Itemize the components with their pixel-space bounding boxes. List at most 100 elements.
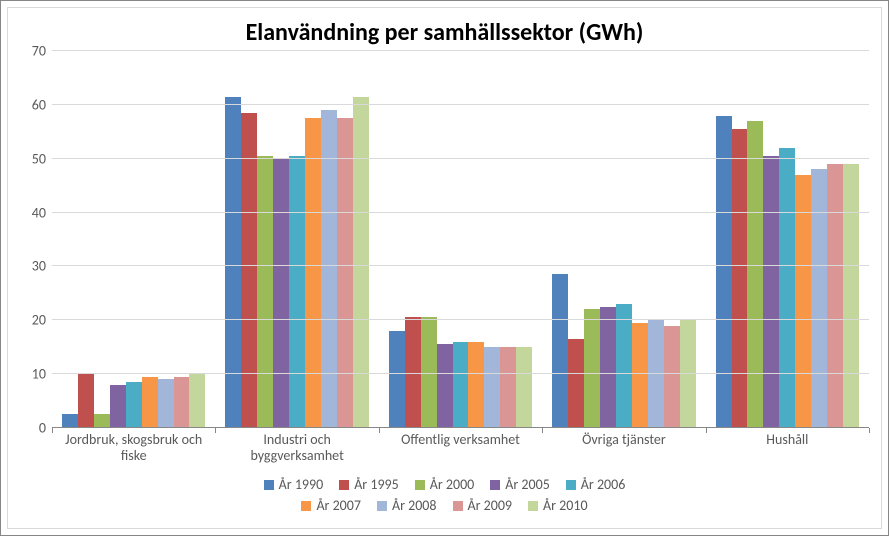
bar <box>732 129 748 428</box>
bar <box>843 164 859 428</box>
bar-group <box>215 51 378 428</box>
bar <box>305 118 321 428</box>
grid-line <box>52 158 869 159</box>
bar <box>174 377 190 428</box>
legend-label: År 2009 <box>468 497 513 514</box>
y-tick-label: 20 <box>32 312 46 329</box>
x-tick-mark <box>542 428 543 433</box>
bar <box>763 156 779 428</box>
legend-swatch <box>528 501 538 511</box>
bar <box>500 347 516 428</box>
bar <box>664 326 680 428</box>
x-tick-mark <box>869 428 870 433</box>
legend-label: År 1995 <box>354 476 399 493</box>
bar <box>716 116 732 428</box>
legend-label: År 2005 <box>505 476 550 493</box>
bar <box>827 164 843 428</box>
x-axis-label: Offentlig verksamhet <box>379 432 542 464</box>
plot-row: 010203040506070 <box>8 51 881 428</box>
bar <box>158 379 174 427</box>
bar <box>811 169 827 427</box>
y-tick-label: 60 <box>32 96 46 113</box>
legend-row: År 1990 År 1995 År 2000 År 2005 År 2006 <box>8 474 881 495</box>
bar <box>241 113 257 428</box>
x-axis-labels: Jordbruk, skogsbruk och fiskeIndustri oc… <box>8 428 881 464</box>
x-tick-mark <box>706 428 707 433</box>
bar <box>189 374 205 428</box>
x-axis-label: Hushåll <box>706 432 869 464</box>
plot-area <box>52 51 869 428</box>
x-axis-label: Industri och byggverksamhet <box>215 432 378 464</box>
bar <box>600 307 616 428</box>
y-tick-label: 40 <box>32 204 46 221</box>
chart-outer-border: Elanvändning per samhällssektor (GWh) 01… <box>0 0 889 536</box>
bar <box>516 347 532 428</box>
bar <box>289 156 305 428</box>
legend-label: År 1990 <box>279 476 324 493</box>
bar <box>632 323 648 428</box>
bar <box>94 414 110 427</box>
bars-container <box>52 51 869 428</box>
legend-label: År 2007 <box>316 497 361 514</box>
legend-item: År 2005 <box>490 476 550 493</box>
bar <box>584 309 600 427</box>
bar <box>453 342 469 428</box>
grid-line <box>52 373 869 374</box>
bar-group <box>379 51 542 428</box>
bar <box>616 304 632 428</box>
bar <box>257 156 273 428</box>
legend-item: År 2008 <box>377 497 437 514</box>
legend-row: År 2007 År 2008 År 2009 År 2010 <box>8 495 881 516</box>
legend-swatch <box>490 480 500 490</box>
y-tick-label: 50 <box>32 150 46 167</box>
x-axis-label: Övriga tjänster <box>542 432 705 464</box>
bar <box>680 320 696 428</box>
bar <box>795 175 811 428</box>
bar <box>110 385 126 428</box>
legend-swatch <box>566 480 576 490</box>
chart-container: Elanvändning per samhällssektor (GWh) 01… <box>7 7 882 529</box>
legend-swatch <box>301 501 311 511</box>
legend-item: År 2009 <box>453 497 513 514</box>
bar <box>142 377 158 428</box>
legend-swatch <box>264 480 274 490</box>
grid-line <box>52 104 869 105</box>
legend: År 1990 År 1995 År 2000 År 2005 År 2006 År 20… <box>8 464 881 528</box>
bar <box>484 347 500 428</box>
grid-line <box>52 265 869 266</box>
bar-group <box>706 51 869 428</box>
legend-swatch <box>339 480 349 490</box>
x-axis-line <box>52 427 869 428</box>
bar <box>126 382 142 428</box>
bar <box>273 159 289 428</box>
legend-swatch <box>453 501 463 511</box>
legend-swatch <box>377 501 387 511</box>
bar <box>568 339 584 428</box>
legend-label: År 2010 <box>543 497 588 514</box>
legend-item: År 2006 <box>566 476 626 493</box>
legend-item: År 2010 <box>528 497 588 514</box>
y-tick-label: 0 <box>39 419 46 436</box>
legend-label: År 2008 <box>392 497 437 514</box>
bar <box>389 331 405 428</box>
y-tick-label: 70 <box>32 43 46 60</box>
bar-group <box>542 51 705 428</box>
legend-item: År 1995 <box>339 476 399 493</box>
bar <box>437 344 453 427</box>
legend-label: År 2006 <box>581 476 626 493</box>
legend-swatch <box>415 480 425 490</box>
bar <box>337 118 353 428</box>
legend-item: År 1990 <box>264 476 324 493</box>
grid-line <box>52 319 869 320</box>
grid-line <box>52 212 869 213</box>
bar <box>353 97 369 428</box>
bar <box>78 374 94 428</box>
legend-item: År 2007 <box>301 497 361 514</box>
grid-line <box>52 50 869 51</box>
chart-title: Elanvändning per samhällssektor (GWh) <box>8 8 881 51</box>
bar <box>552 274 568 427</box>
x-tick-mark <box>215 428 216 433</box>
bar <box>468 342 484 428</box>
x-tick-mark <box>379 428 380 433</box>
legend-item: År 2000 <box>415 476 475 493</box>
